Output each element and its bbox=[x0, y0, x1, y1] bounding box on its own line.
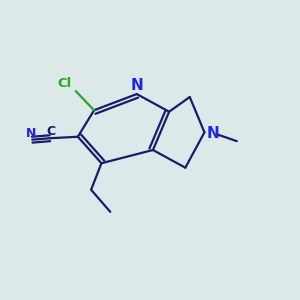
Text: N: N bbox=[26, 127, 36, 140]
Text: N: N bbox=[131, 78, 144, 93]
Text: Cl: Cl bbox=[58, 77, 72, 90]
Text: C: C bbox=[46, 125, 55, 138]
Text: N: N bbox=[206, 126, 219, 141]
